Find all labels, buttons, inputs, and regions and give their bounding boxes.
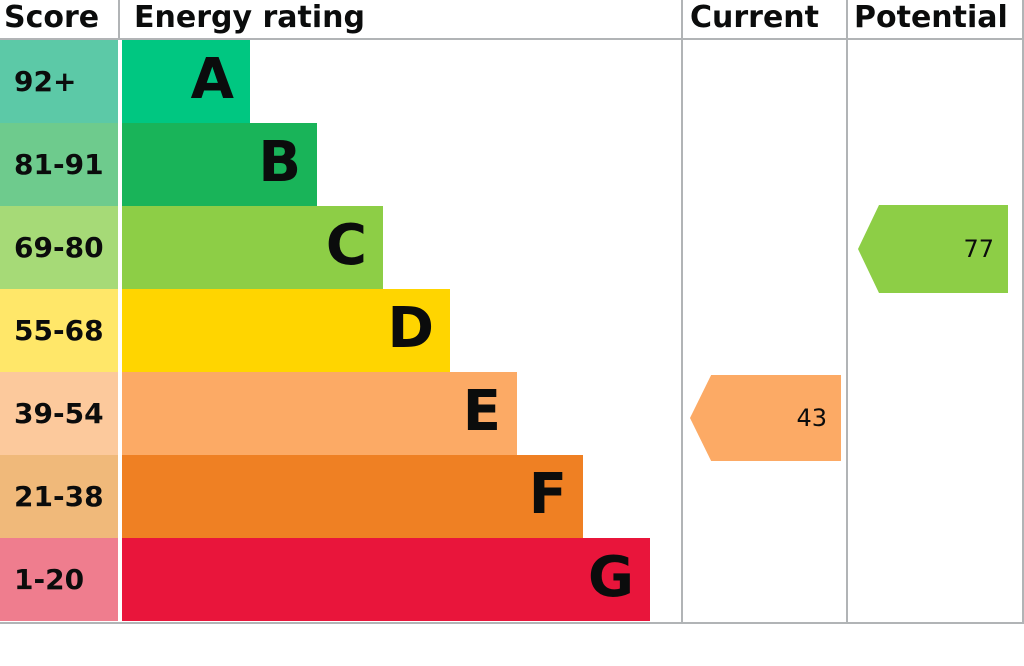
band-letter-g: G <box>588 545 634 610</box>
score-range-g: 1-20 <box>0 538 118 621</box>
band-bar-a: A <box>122 40 250 123</box>
band-letter-c: C <box>325 213 367 278</box>
divider-current-left <box>681 0 683 624</box>
score-range-c: 69-80 <box>0 206 118 289</box>
band-row-c: 69-80 C <box>0 206 681 289</box>
header-current: Current <box>690 0 820 35</box>
band-bar-e: E <box>122 372 517 455</box>
divider-chart-bottom <box>0 622 1024 624</box>
band-bar-c: C <box>122 206 383 289</box>
band-row-b: 81-91 B <box>0 123 681 206</box>
score-range-d: 55-68 <box>0 289 118 372</box>
header-potential: Potential <box>854 0 1008 35</box>
band-letter-f: F <box>528 462 567 527</box>
band-letter-a: A <box>190 47 234 112</box>
band-bar-b: B <box>122 123 317 206</box>
band-letter-b: B <box>258 130 301 195</box>
band-row-e: 39-54 E <box>0 372 681 455</box>
score-range-e: 39-54 <box>0 372 118 455</box>
current-rating-arrow: 43 <box>690 375 841 461</box>
header-energy-rating: Energy rating <box>134 0 365 35</box>
band-row-a: 92+ A <box>0 40 681 123</box>
band-letter-e: E <box>462 379 501 444</box>
band-row-g: 1-20 G <box>0 538 681 621</box>
score-range-a: 92+ <box>0 40 118 123</box>
potential-rating-value: 77 <box>963 235 994 263</box>
potential-rating-arrow: 77 <box>858 205 1008 293</box>
score-range-f: 21-38 <box>0 455 118 538</box>
band-bar-g: G <box>122 538 650 621</box>
divider-header-bottom <box>0 38 1024 40</box>
band-row-d: 55-68 D <box>0 289 681 372</box>
divider-current-right <box>846 0 848 624</box>
band-row-f: 21-38 F <box>0 455 681 538</box>
score-range-b: 81-91 <box>0 123 118 206</box>
chart-header-row: Score Energy rating Current Potential <box>0 0 1024 40</box>
header-score: Score <box>4 0 100 35</box>
divider-score-column <box>118 0 120 40</box>
band-letter-d: D <box>387 296 434 361</box>
band-bar-d: D <box>122 289 450 372</box>
band-bar-f: F <box>122 455 583 538</box>
current-rating-value: 43 <box>796 404 827 432</box>
divider-potential-right <box>1022 0 1024 624</box>
